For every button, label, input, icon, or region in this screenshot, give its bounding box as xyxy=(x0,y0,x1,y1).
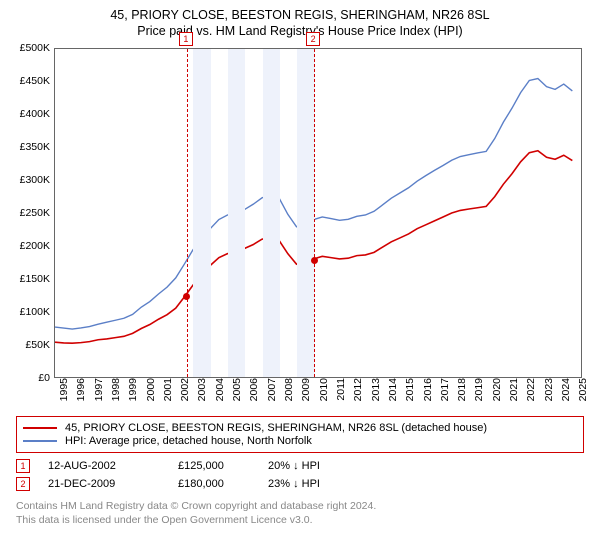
sale-marker-2: 2 xyxy=(306,32,320,46)
xtick-label: 2015 xyxy=(404,378,416,408)
sale-vline xyxy=(314,49,315,377)
sale-marker-icon: 1 xyxy=(16,459,30,473)
sale-delta: 23% ↓ HPI xyxy=(268,478,320,490)
xtick-label: 2001 xyxy=(162,378,174,408)
ytick-label: £100K xyxy=(20,306,50,318)
footer-line-1: Contains HM Land Registry data © Crown c… xyxy=(16,499,584,513)
shaded-band xyxy=(297,49,314,377)
sale-delta: 20% ↓ HPI xyxy=(268,460,320,472)
sale-price: £180,000 xyxy=(178,478,268,490)
footer-attribution: Contains HM Land Registry data © Crown c… xyxy=(16,499,584,527)
shaded-band xyxy=(228,49,245,377)
titles: 45, PRIORY CLOSE, BEESTON REGIS, SHERING… xyxy=(8,8,592,38)
sale-vline xyxy=(187,49,188,377)
legend-item: HPI: Average price, detached house, Nort… xyxy=(23,435,577,447)
ytick-label: £400K xyxy=(20,108,50,120)
sale-price: £125,000 xyxy=(178,460,268,472)
legend-label: HPI: Average price, detached house, Nort… xyxy=(65,435,312,447)
xtick-label: 2014 xyxy=(387,378,399,408)
chart-container: 45, PRIORY CLOSE, BEESTON REGIS, SHERING… xyxy=(0,0,600,560)
ytick-label: £250K xyxy=(20,207,50,219)
xtick-label: 2019 xyxy=(473,378,485,408)
xtick-label: 2020 xyxy=(491,378,503,408)
xtick-label: 1997 xyxy=(93,378,105,408)
xtick-label: 2011 xyxy=(335,378,347,408)
xtick-label: 1999 xyxy=(127,378,139,408)
shaded-band xyxy=(263,49,280,377)
ytick-label: £50K xyxy=(25,339,50,351)
xtick-label: 2021 xyxy=(508,378,520,408)
legend-swatch xyxy=(23,427,57,429)
ytick-label: £350K xyxy=(20,141,50,153)
legend-label: 45, PRIORY CLOSE, BEESTON REGIS, SHERING… xyxy=(65,422,487,434)
legend-item: 45, PRIORY CLOSE, BEESTON REGIS, SHERING… xyxy=(23,422,577,434)
sale-dot xyxy=(311,257,318,264)
xtick-label: 1996 xyxy=(75,378,87,408)
xtick-label: 2022 xyxy=(525,378,537,408)
xtick-label: 2017 xyxy=(439,378,451,408)
xtick-label: 1998 xyxy=(110,378,122,408)
ytick-label: £200K xyxy=(20,240,50,252)
plot-region xyxy=(54,48,582,378)
ytick-label: £450K xyxy=(20,75,50,87)
xtick-label: 2005 xyxy=(231,378,243,408)
xtick-label: 2006 xyxy=(248,378,260,408)
xtick-label: 2013 xyxy=(370,378,382,408)
ytick-label: £500K xyxy=(20,42,50,54)
line-series-svg xyxy=(55,49,581,377)
title-address: 45, PRIORY CLOSE, BEESTON REGIS, SHERING… xyxy=(8,8,592,22)
sale-marker-icon: 2 xyxy=(16,477,30,491)
xtick-label: 1995 xyxy=(58,378,70,408)
xtick-label: 2024 xyxy=(560,378,572,408)
sale-date: 21-DEC-2009 xyxy=(48,478,178,490)
xtick-label: 2000 xyxy=(145,378,157,408)
xtick-label: 2002 xyxy=(179,378,191,408)
ytick-label: £150K xyxy=(20,273,50,285)
xtick-label: 2004 xyxy=(214,378,226,408)
xtick-label: 2007 xyxy=(266,378,278,408)
xtick-label: 2025 xyxy=(577,378,589,408)
sales-table: 1 12-AUG-2002£125,00020% ↓ HPI 2 21-DEC-200… xyxy=(16,459,584,491)
footer-line-2: This data is licensed under the Open Gov… xyxy=(16,513,584,527)
xtick-label: 2018 xyxy=(456,378,468,408)
xtick-label: 2023 xyxy=(543,378,555,408)
chart-area: 12£0£50K£100K£150K£200K£250K£300K£350K£4… xyxy=(8,44,588,414)
title-subtitle: Price paid vs. HM Land Registry's House … xyxy=(8,24,592,38)
ytick-label: £300K xyxy=(20,174,50,186)
legend-box: 45, PRIORY CLOSE, BEESTON REGIS, SHERING… xyxy=(16,416,584,453)
xtick-label: 2010 xyxy=(318,378,330,408)
sale-row: 1 12-AUG-2002£125,00020% ↓ HPI xyxy=(16,459,584,473)
ytick-label: £0 xyxy=(38,372,50,384)
legend-swatch xyxy=(23,440,57,442)
xtick-label: 2016 xyxy=(422,378,434,408)
xtick-label: 2003 xyxy=(196,378,208,408)
shaded-band xyxy=(193,49,210,377)
xtick-label: 2008 xyxy=(283,378,295,408)
sale-row: 2 21-DEC-2009£180,00023% ↓ HPI xyxy=(16,477,584,491)
xtick-label: 2012 xyxy=(352,378,364,408)
sale-marker-1: 1 xyxy=(179,32,193,46)
xtick-label: 2009 xyxy=(300,378,312,408)
sale-date: 12-AUG-2002 xyxy=(48,460,178,472)
